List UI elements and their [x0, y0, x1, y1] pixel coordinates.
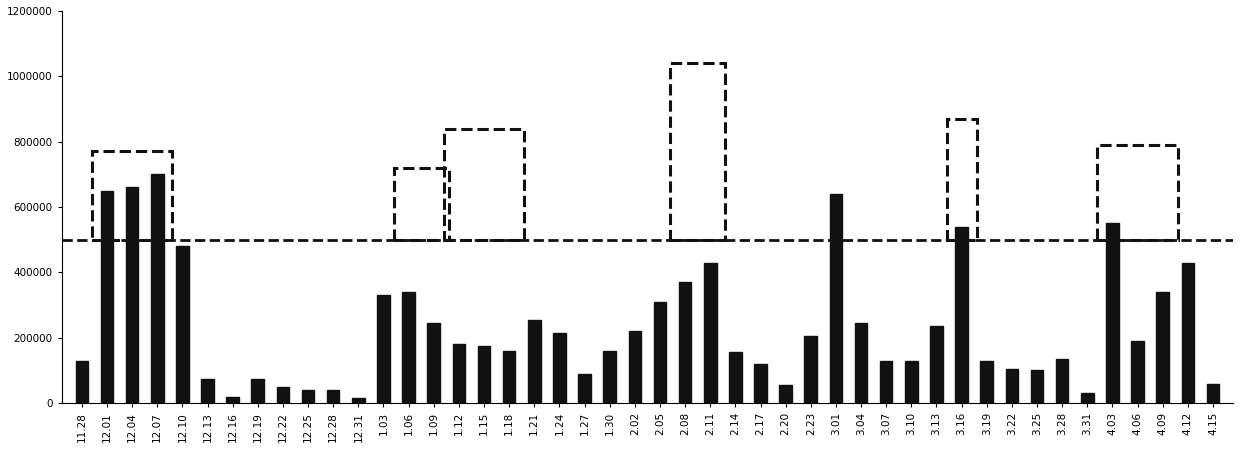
Bar	[402, 292, 415, 403]
Bar	[277, 387, 289, 403]
Bar	[905, 361, 918, 403]
Bar	[1131, 341, 1143, 403]
Bar	[805, 336, 817, 403]
Bar	[428, 323, 440, 403]
Bar	[477, 346, 490, 403]
Bar	[1106, 224, 1118, 403]
Bar	[1207, 383, 1219, 403]
Bar	[553, 333, 565, 403]
Bar	[76, 361, 88, 403]
Bar	[453, 344, 465, 403]
Bar	[176, 246, 188, 403]
Bar	[503, 351, 516, 403]
Bar	[1055, 359, 1069, 403]
Bar	[125, 187, 139, 403]
Bar	[629, 331, 641, 403]
Bar	[704, 263, 717, 403]
Bar	[981, 361, 993, 403]
Bar	[301, 390, 314, 403]
Bar	[930, 326, 942, 403]
Bar	[151, 174, 164, 403]
Bar	[1030, 370, 1043, 403]
Bar	[1081, 393, 1094, 403]
Bar	[578, 374, 590, 403]
Bar	[1157, 292, 1169, 403]
Bar	[830, 194, 842, 403]
Bar	[678, 282, 692, 403]
Bar	[352, 398, 365, 403]
Bar	[227, 396, 239, 403]
Bar	[754, 364, 766, 403]
Bar	[1182, 263, 1194, 403]
Bar	[100, 191, 113, 403]
Bar	[780, 385, 792, 403]
Bar	[955, 227, 968, 403]
Bar	[201, 379, 213, 403]
Bar	[604, 351, 616, 403]
Bar	[653, 302, 666, 403]
Bar	[729, 352, 742, 403]
Bar	[1006, 369, 1018, 403]
Bar	[377, 295, 389, 403]
Bar	[854, 323, 867, 403]
Bar	[252, 379, 264, 403]
Bar	[528, 320, 541, 403]
Bar	[880, 361, 893, 403]
Bar	[327, 390, 340, 403]
